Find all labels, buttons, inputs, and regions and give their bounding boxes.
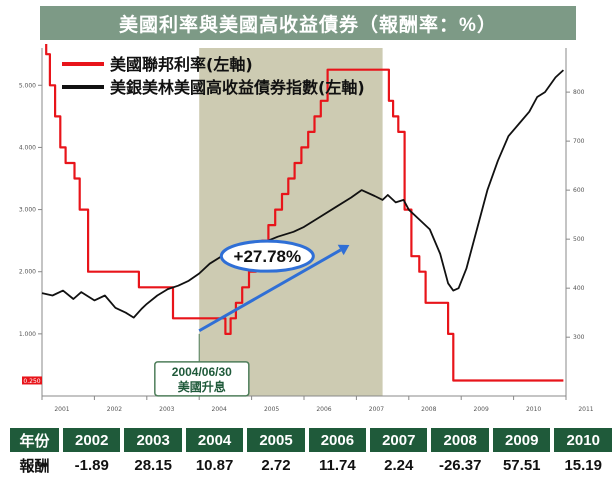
series-lines-group: [41, 44, 565, 382]
x-tick-label: 2011: [578, 406, 593, 413]
rate-hike-date: 2004/06/30: [172, 365, 232, 379]
legend-label-high-yield: 美銀美林美國高收益債券指數(左軸): [110, 78, 365, 97]
year-row-header: 年份: [10, 428, 60, 452]
shaded-period-group: [199, 48, 383, 396]
year-cell: 2005: [247, 428, 305, 452]
year-cell: 2006: [308, 428, 367, 452]
return-cell: 11.74: [319, 457, 356, 474]
x-tick-label: 2002: [107, 406, 122, 413]
growth-arrow-shaft: [198, 248, 342, 333]
axes-group: 2001 2002 2003 2004 2005 2006 2007 2008 2009 2010…: [19, 48, 594, 413]
return-cell: 28.15: [134, 457, 172, 474]
left-tick-label: 3.000: [19, 207, 36, 214]
line-chart: 2001 2002 2003 2004 2005 2006 2007 2008 2009 2010…: [19, 44, 594, 413]
year-cell: 2007: [370, 428, 428, 452]
right-tick-label: 800: [573, 89, 585, 96]
x-tick-label: 2001: [54, 406, 69, 413]
return-cell: 2.24: [384, 457, 414, 474]
returns-table: 年份 2002 2003 2004 2005 2006 2007 2008 2009 2010 …: [6, 425, 616, 479]
return-cell: 2.72: [261, 457, 291, 474]
return-cell: 15.19: [564, 457, 602, 474]
right-tick-label: 600: [573, 187, 585, 194]
return-cell: -1.89: [74, 457, 109, 474]
rate-callout-label: 0.250: [23, 378, 40, 385]
chart-title: 美國利率與美國高收益債券（報酬率：%）: [40, 6, 576, 40]
return-cell: -26.37: [438, 457, 482, 474]
rate-hike-box: [154, 361, 250, 397]
left-tick-label: 1.000: [19, 331, 36, 338]
x-tick-label: 2010: [526, 406, 541, 413]
left-tick-label: 2.000: [19, 269, 36, 276]
return-row: 報酬 -1.89 28.15 10.87 2.72 11.74 2.24 -26.37 57.…: [10, 455, 612, 476]
x-tick-label: 2008: [421, 406, 436, 413]
right-tick-label: 700: [573, 138, 585, 145]
return-cell: 10.87: [195, 457, 234, 474]
left-tick-label: 4.000: [19, 144, 36, 151]
rate-hike-label: 美國升息: [178, 379, 226, 394]
return-ellipse: [219, 239, 315, 273]
legend-group: 美國聯邦利率(左軸) 美銀美林美國高收益債券指數(左軸): [62, 55, 365, 97]
year-cell: 2009: [493, 428, 551, 452]
return-cell: 57.51: [502, 457, 541, 474]
year-cell: 2003: [124, 428, 182, 452]
x-tick-label: 2004: [212, 406, 227, 413]
fed-rate-line: [45, 44, 564, 382]
x-tick-label: 2007: [369, 406, 384, 413]
right-tick-label: 500: [573, 236, 585, 243]
x-tick-label: 2006: [316, 406, 331, 413]
year-cell: 2008: [431, 428, 490, 452]
year-row: 年份 2002 2003 2004 2005 2006 2007 2008 2009 2010: [10, 428, 612, 452]
right-tick-label: 300: [573, 334, 585, 341]
rate-callout-box: [22, 376, 42, 385]
right-tick-label: 400: [573, 285, 585, 292]
x-tick-label: 2003: [159, 406, 174, 413]
shaded-period: [199, 48, 383, 396]
year-cell: 2002: [63, 428, 121, 452]
return-annotation: +27.78%: [234, 247, 302, 266]
growth-arrow-head: [337, 244, 350, 256]
year-cell: 2004: [185, 428, 244, 452]
x-tick-label: 2009: [474, 406, 489, 413]
high-yield-index-line: [41, 69, 565, 319]
x-tick-label: 2005: [264, 406, 279, 413]
left-tick-label: 5.000: [19, 82, 36, 89]
year-cell: 2010: [554, 428, 612, 452]
return-row-header: 報酬: [19, 458, 50, 475]
legend-label-fed-rate: 美國聯邦利率(左軸): [110, 55, 253, 74]
